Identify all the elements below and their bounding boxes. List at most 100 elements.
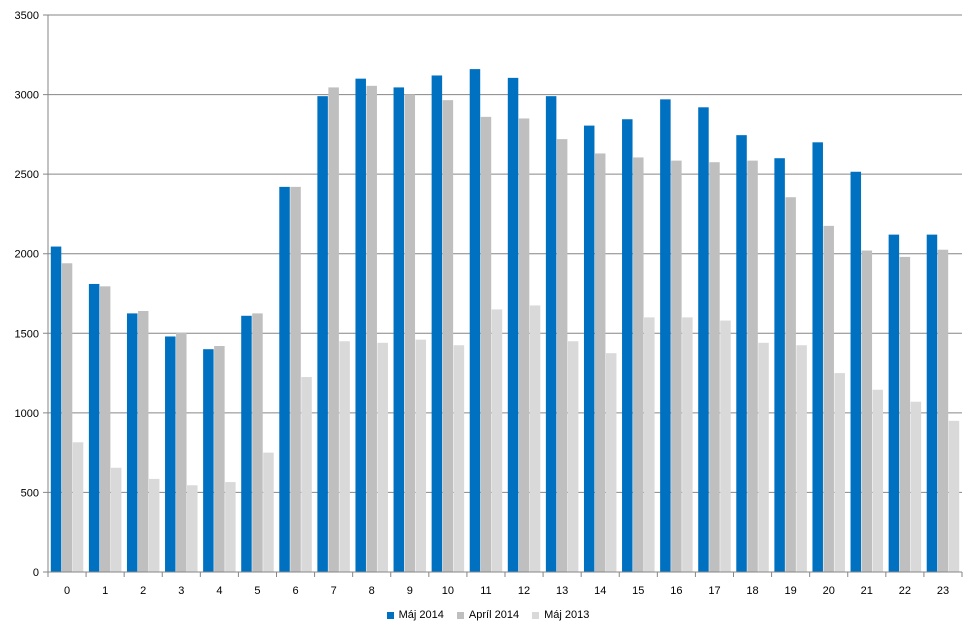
bar-series-3 — [948, 420, 960, 572]
bar-series-1 — [736, 135, 747, 572]
bar-series-2 — [328, 87, 339, 572]
bar-series-2 — [937, 249, 949, 572]
x-tick-label: 1 — [102, 585, 108, 597]
bar-series-1 — [431, 75, 443, 572]
bar-series-2 — [214, 346, 225, 572]
x-tick-label: 3 — [178, 585, 184, 597]
x-axis-ticks: 0 1 2 3 4 5 6 7 8 9 10 11 12 13 14 15 16 17 18 19 20 21 22 23 — [64, 585, 949, 597]
x-tick-label: 20 — [823, 585, 835, 597]
bar-series-2 — [747, 160, 758, 572]
y-tick-label: 2000 — [15, 249, 39, 261]
bar-series-1 — [888, 234, 900, 573]
x-tick-label: 2 — [140, 585, 146, 597]
y-axis-ticks: 0 500 1000 1500 2000 2500 3000 3500 — [15, 10, 39, 579]
bar-series-3 — [567, 341, 579, 572]
bar-series-2 — [137, 311, 149, 572]
bar-series-1 — [850, 171, 862, 572]
bar-series-2 — [671, 160, 682, 572]
bar-series-3 — [187, 485, 198, 572]
bar-series-1 — [698, 107, 709, 572]
bar-series-1 — [355, 78, 366, 573]
bar-series-2 — [899, 256, 911, 572]
y-tick-label: 0 — [33, 567, 39, 579]
bar-series-3 — [682, 317, 693, 572]
bar-series-1 — [317, 96, 328, 573]
x-tick-label: 13 — [556, 585, 568, 597]
y-tick-label: 1500 — [15, 328, 39, 340]
x-tick-label: 16 — [670, 585, 682, 597]
x-tick-label: 7 — [331, 585, 337, 597]
bar-series-3 — [720, 320, 731, 572]
bar-series-2 — [594, 153, 606, 572]
bar-series-3 — [910, 401, 922, 572]
x-tick-label: 6 — [292, 585, 298, 597]
bar-series-2 — [518, 118, 530, 572]
bars — [50, 69, 960, 573]
bar-series-1 — [622, 119, 633, 572]
x-tick-label: 9 — [407, 585, 413, 597]
bar-series-2 — [176, 332, 187, 572]
y-tick-label: 3500 — [15, 10, 39, 22]
bar-series-3 — [758, 342, 769, 572]
bar-series-1 — [507, 77, 519, 573]
bar-series-3 — [415, 339, 427, 572]
bar-series-2 — [633, 157, 644, 572]
bar-series-3 — [453, 345, 465, 572]
legend-label-series-2: Apríl 2014 — [468, 609, 520, 621]
bar-series-2 — [709, 162, 720, 572]
x-tick-label: 23 — [937, 585, 949, 597]
bar-series-3 — [110, 467, 122, 572]
bar-series-1 — [469, 69, 481, 572]
legend-label-series-1: Máj 2014 — [398, 609, 444, 621]
bar-series-3 — [225, 482, 236, 572]
bar-series-1 — [203, 349, 214, 572]
legend-swatch-series-1 — [386, 611, 394, 619]
bar-series-3 — [263, 452, 274, 572]
x-tick-label: 17 — [708, 585, 720, 597]
y-tick-label: 3000 — [15, 90, 39, 102]
bar-series-1 — [583, 125, 595, 573]
legend-swatch-series-3 — [532, 611, 540, 619]
bar-series-2 — [290, 186, 301, 573]
x-tick-label: 10 — [442, 585, 454, 597]
bar-series-2 — [861, 250, 873, 572]
axes — [47, 15, 963, 577]
bar-series-2 — [252, 313, 263, 572]
bar-series-3 — [529, 305, 541, 572]
bar-series-1 — [241, 315, 252, 572]
x-tick-label: 8 — [369, 585, 375, 597]
y-tick-label: 1000 — [15, 408, 39, 420]
bar-series-1 — [88, 283, 100, 572]
x-tick-label: 22 — [899, 585, 911, 597]
legend-label-series-3: Máj 2013 — [544, 609, 590, 621]
bar-series-2 — [442, 100, 454, 573]
y-tick-label: 2500 — [15, 169, 39, 181]
bar-series-2 — [480, 116, 492, 572]
bar-series-1 — [126, 313, 138, 572]
legend-item-series-3: Máj 2013 — [532, 609, 589, 621]
x-tick-label: 5 — [254, 585, 260, 597]
legend-item-series-1: Máj 2014 — [386, 609, 444, 621]
bar-series-1 — [393, 87, 405, 572]
bar-series-3 — [301, 377, 312, 572]
bar-series-2 — [366, 85, 377, 572]
x-tick-label: 12 — [518, 585, 530, 597]
x-tick-label: 14 — [594, 585, 606, 597]
bar-series-3 — [491, 309, 503, 572]
bar-series-2 — [823, 225, 834, 572]
legend: Máj 2014 Apríl 2014 Máj 2013 — [0, 609, 976, 622]
x-tick-label: 0 — [64, 585, 70, 597]
bar-series-3 — [148, 478, 160, 572]
bar-series-1 — [165, 336, 176, 572]
bar-series-1 — [545, 96, 557, 573]
bar-series-1 — [774, 158, 785, 572]
x-tick-label: 18 — [746, 585, 758, 597]
bar-series-2 — [785, 197, 796, 572]
bar-series-2 — [404, 94, 416, 573]
bar-series-3 — [644, 317, 655, 572]
legend-item-series-2: Apríl 2014 — [456, 609, 520, 621]
bar-series-2 — [99, 286, 111, 572]
bar-series-1 — [50, 246, 62, 572]
bar-series-3 — [834, 373, 845, 572]
